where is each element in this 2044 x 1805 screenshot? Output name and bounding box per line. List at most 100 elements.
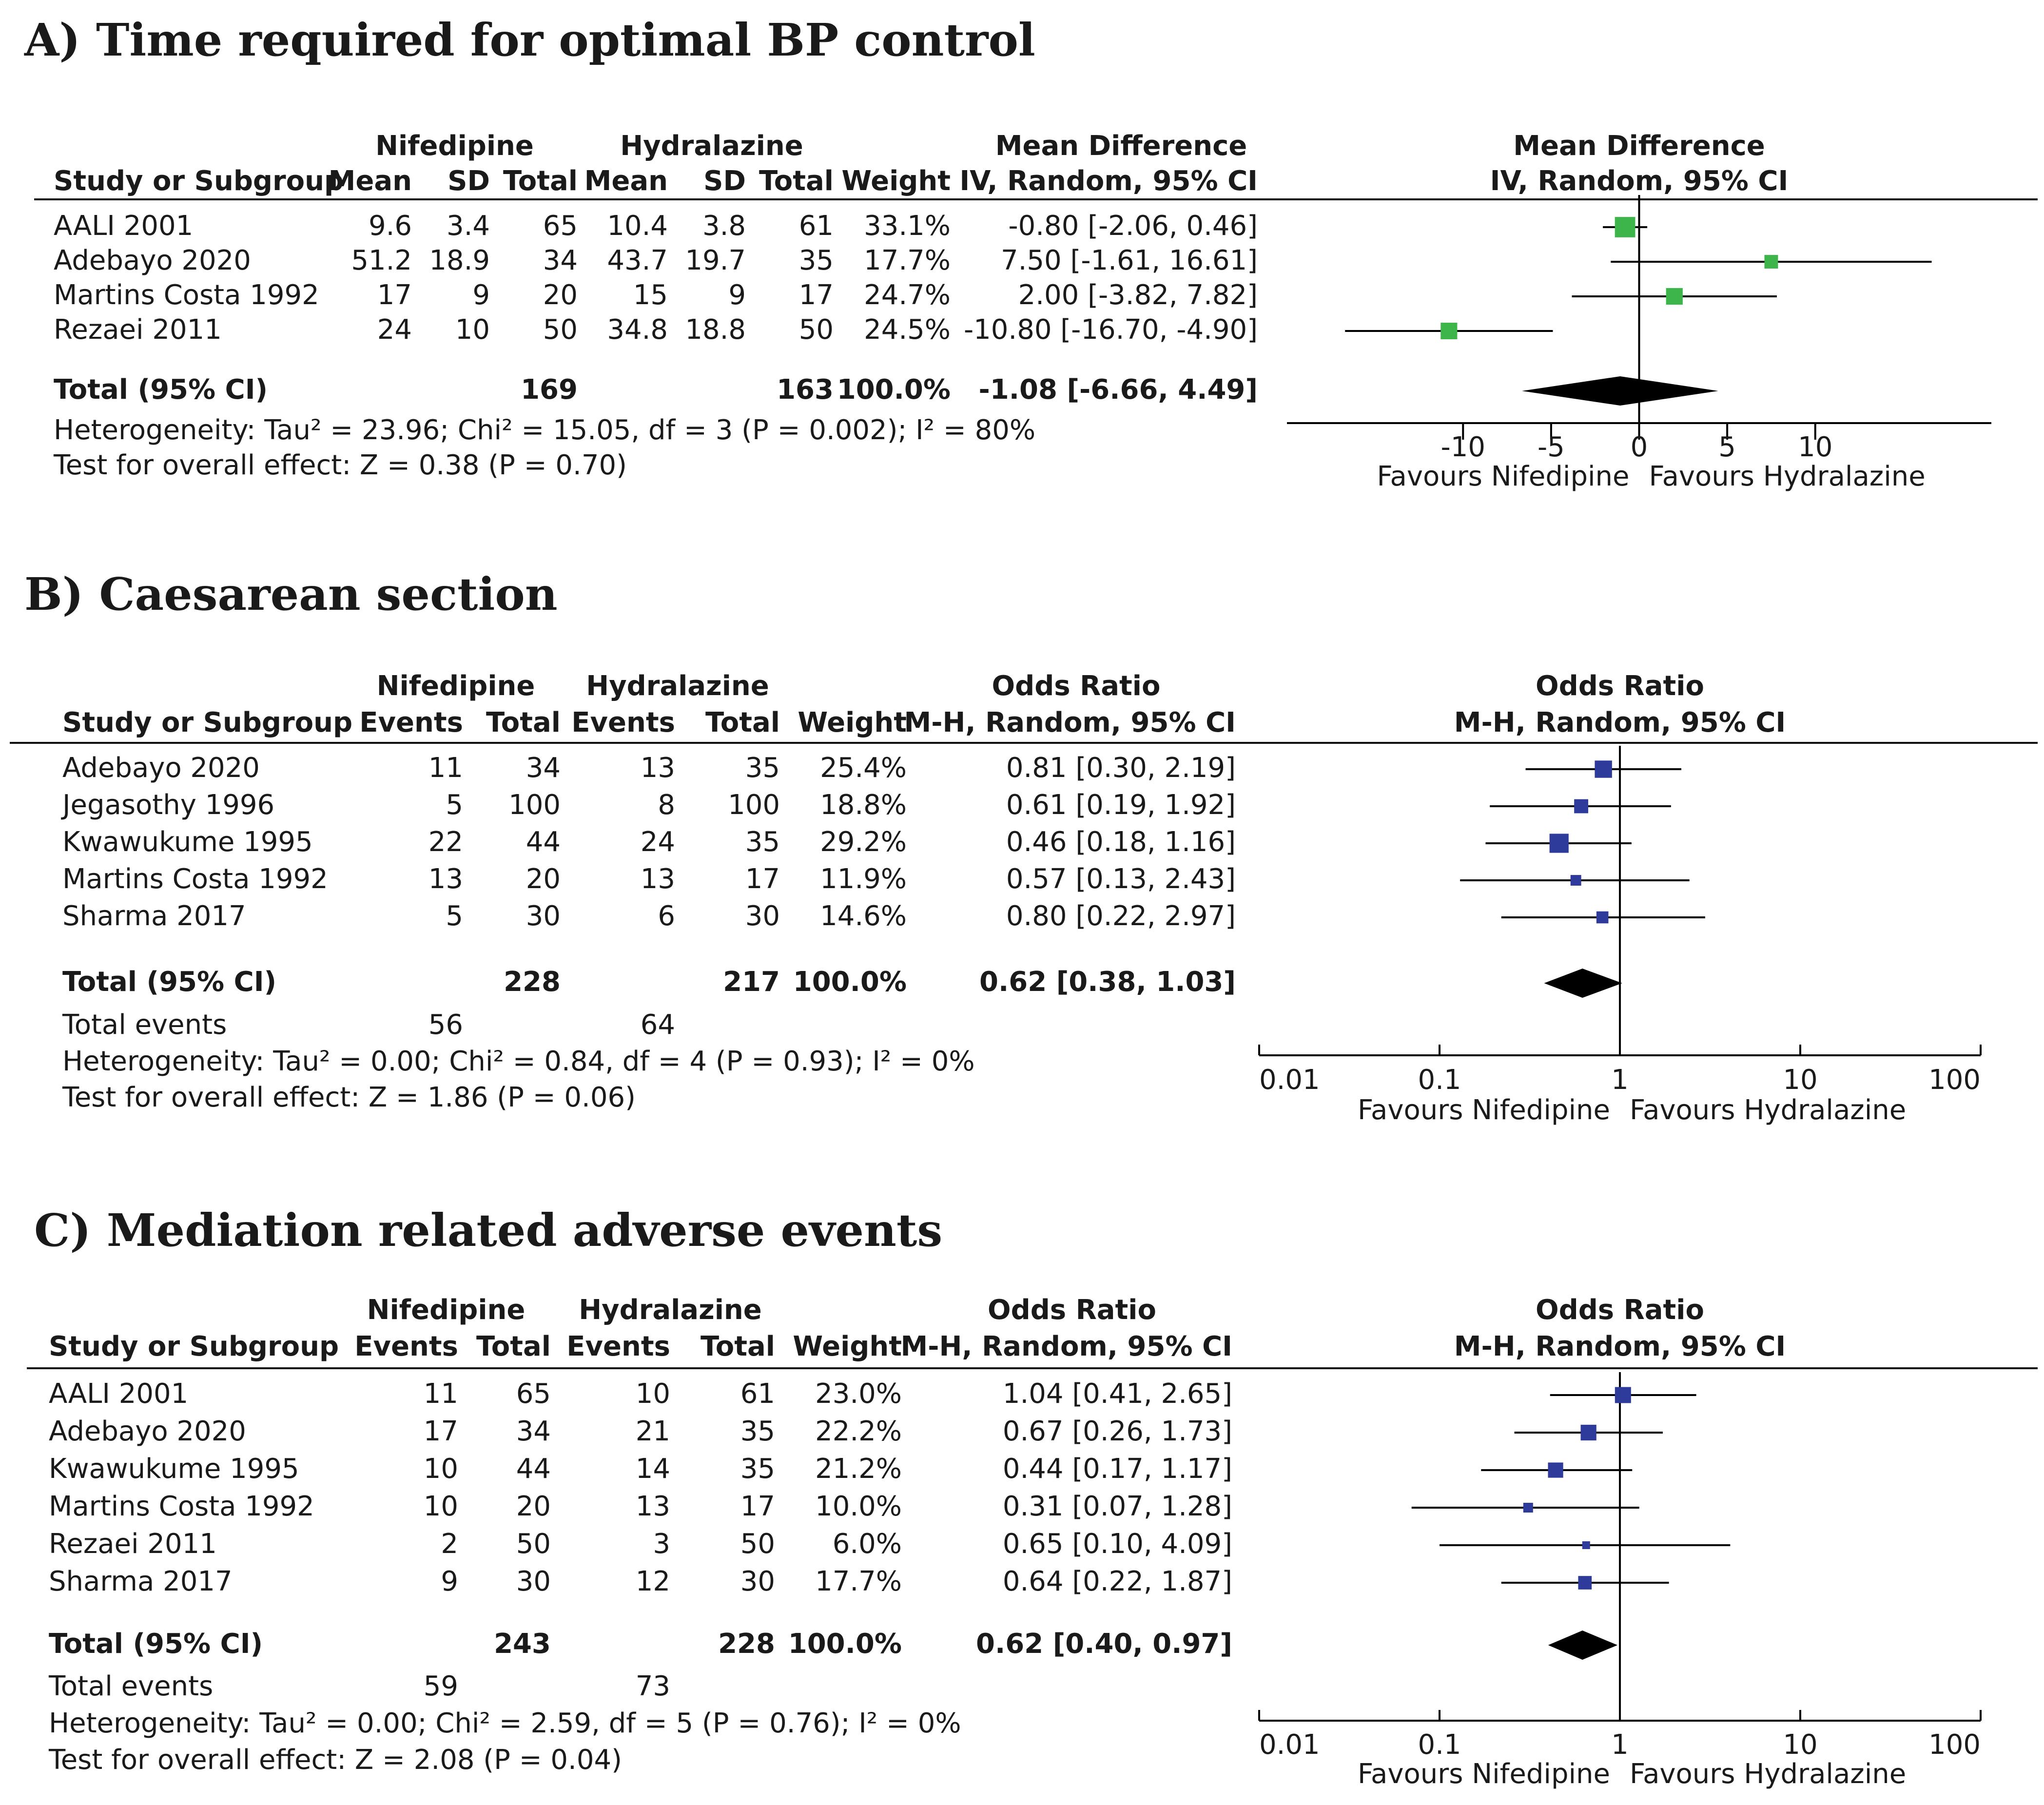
study-weight: 17.7% xyxy=(815,1566,902,1597)
header-rule xyxy=(10,742,2038,744)
column-header-c1: Events xyxy=(359,707,463,738)
study-c1: 13 xyxy=(428,863,463,895)
total-weight: 100.0% xyxy=(788,1628,902,1660)
study-c3: 44 xyxy=(516,1453,551,1485)
study-c4: 13 xyxy=(635,1491,670,1522)
study-c6: 17 xyxy=(798,279,834,311)
column-header-c6: Total xyxy=(759,165,834,197)
study-c6: 17 xyxy=(740,1491,775,1522)
pooled-diamond xyxy=(1521,376,1718,406)
study-c3: 34 xyxy=(516,1416,551,1447)
column-header-c1: Mean xyxy=(328,165,412,197)
study-c3: 65 xyxy=(543,210,578,242)
study-c3: 44 xyxy=(526,826,561,858)
study-c1: 22 xyxy=(428,826,463,858)
study-c6: 35 xyxy=(798,245,834,276)
study-c3: 34 xyxy=(543,245,578,276)
study-ci-text: 0.46 [0.18, 1.16] xyxy=(1006,826,1236,858)
favours-right-label: Favours Hydralazine xyxy=(1630,1094,1907,1126)
study-weight: 14.6% xyxy=(820,900,907,932)
total-n-hydralazine: 217 xyxy=(723,966,780,998)
column-header-c4: Events xyxy=(571,707,675,738)
total-events-hydralazine: 64 xyxy=(640,1009,675,1041)
study-c1: 9 xyxy=(441,1566,458,1597)
study-ci-text: 0.67 [0.26, 1.73] xyxy=(1002,1416,1232,1447)
group-header-hydralazine: Hydralazine xyxy=(620,130,803,162)
study-c1: 9.6 xyxy=(368,210,412,242)
study-c3: 50 xyxy=(543,314,578,346)
study-weight: 29.2% xyxy=(820,826,907,858)
study-c4: 12 xyxy=(635,1566,670,1597)
column-header-c2: SD xyxy=(448,165,490,197)
study-ci-text: 0.57 [0.13, 2.43] xyxy=(1006,863,1236,895)
study-c5: 9 xyxy=(728,279,746,311)
plot-header-sub: M-H, Random, 95% CI xyxy=(1454,1331,1786,1362)
study-weight: 11.9% xyxy=(820,863,907,895)
total-ci-text: 0.62 [0.38, 1.03] xyxy=(979,966,1236,998)
study-c3: 20 xyxy=(543,279,578,311)
study-name: Martins Costa 1992 xyxy=(54,279,319,311)
study-c6: 61 xyxy=(740,1378,775,1410)
plot-header-sub: IV, Random, 95% CI xyxy=(1490,165,1789,197)
study-name: Sharma 2017 xyxy=(49,1566,233,1597)
plot-header-top: Mean Difference xyxy=(1513,130,1765,162)
study-c4: 8 xyxy=(658,789,675,821)
study-marker xyxy=(1549,834,1569,853)
study-c6: 35 xyxy=(740,1416,775,1447)
study-ci-text: -0.80 [-2.06, 0.46] xyxy=(1008,210,1258,242)
study-c3: 50 xyxy=(516,1528,551,1560)
heterogeneity-note: Heterogeneity: Tau² = 0.00; Chi² = 0.84,… xyxy=(62,1046,975,1077)
total-ci-text: 0.62 [0.40, 0.97] xyxy=(976,1628,1232,1660)
plot-header-top: Odds Ratio xyxy=(1536,670,1704,702)
study-ci-text: 0.31 [0.07, 1.28] xyxy=(1002,1491,1232,1522)
column-header-c3: Total xyxy=(503,165,578,197)
column-header-study: Study or Subgroup xyxy=(62,707,353,738)
overall-effect-note: Test for overall effect: Z = 1.86 (P = 0… xyxy=(62,1082,636,1113)
study-c1: 5 xyxy=(446,900,463,932)
study-c1: 5 xyxy=(446,789,463,821)
favours-left-label: Favours Nifedipine xyxy=(1357,1758,1610,1790)
favours-left-label: Favours Nifedipine xyxy=(1377,461,1630,492)
study-ci-text: -10.80 [-16.70, -4.90] xyxy=(963,314,1258,346)
study-marker xyxy=(1578,1576,1592,1590)
column-header-c4: Mean xyxy=(584,165,668,197)
column-header-weight: Weight xyxy=(798,707,907,738)
study-c2: 9 xyxy=(472,279,490,311)
study-name: Rezaei 2011 xyxy=(54,314,222,346)
effect-header-top: Odds Ratio xyxy=(988,1294,1156,1326)
study-name: Adebayo 2020 xyxy=(62,752,260,784)
column-header-study: Study or Subgroup xyxy=(49,1331,339,1362)
study-c4: 21 xyxy=(635,1416,670,1447)
study-c4: 15 xyxy=(633,279,668,311)
total-n-hydralazine: 228 xyxy=(718,1628,775,1660)
axis-tick-label: 10 xyxy=(1798,431,1833,463)
study-marker xyxy=(1523,1503,1533,1513)
panel-title: B) Caesarean section xyxy=(24,568,558,621)
study-c6: 17 xyxy=(745,863,780,895)
favours-left-label: Favours Nifedipine xyxy=(1357,1094,1610,1126)
study-weight: 24.5% xyxy=(864,314,951,346)
study-name: Adebayo 2020 xyxy=(49,1416,246,1447)
study-name: Jegasothy 1996 xyxy=(62,789,275,821)
total-n-nifedipine: 169 xyxy=(521,374,578,406)
axis-tick-label: 0.1 xyxy=(1418,1064,1461,1096)
study-c5: 3.8 xyxy=(702,210,746,242)
study-c1: 11 xyxy=(423,1378,458,1410)
study-c4: 13 xyxy=(640,752,675,784)
study-c6: 100 xyxy=(728,789,780,821)
total-label: Total (95% CI) xyxy=(62,966,277,998)
study-c2: 10 xyxy=(455,314,490,346)
total-ci-text: -1.08 [-6.66, 4.49] xyxy=(978,374,1258,406)
study-weight: 10.0% xyxy=(815,1491,902,1522)
study-c6: 50 xyxy=(740,1528,775,1560)
study-c1: 2 xyxy=(441,1528,458,1560)
column-header-c3: Total xyxy=(476,1331,551,1362)
study-weight: 6.0% xyxy=(832,1528,902,1560)
axis-tick-label: 1 xyxy=(1611,1729,1629,1761)
favours-right-label: Favours Hydralazine xyxy=(1630,1758,1907,1790)
study-name: Rezaei 2011 xyxy=(49,1528,217,1560)
study-c5: 18.8 xyxy=(685,314,746,346)
study-marker xyxy=(1615,217,1635,237)
axis-tick-label: 10 xyxy=(1783,1064,1818,1096)
